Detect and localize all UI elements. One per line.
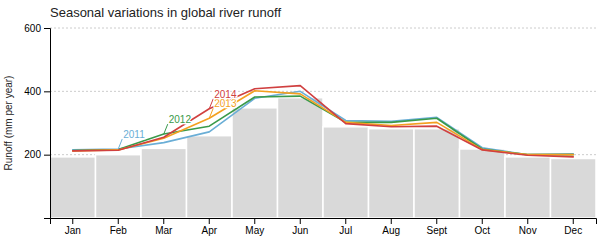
x-tick-mark bbox=[482, 218, 483, 224]
bars bbox=[50, 98, 596, 218]
marks bbox=[50, 86, 596, 218]
x-tick: Jul bbox=[339, 218, 352, 236]
x-tick-mark bbox=[72, 218, 73, 224]
x-tick: Jun bbox=[292, 218, 308, 236]
x-tick: Sept bbox=[426, 218, 447, 236]
x-tick-label: May bbox=[245, 225, 264, 236]
x-axis-line bbox=[51, 219, 597, 225]
annotation-line bbox=[118, 139, 122, 149]
x-tick: Mar bbox=[155, 218, 173, 236]
y-tick: 400 bbox=[24, 86, 50, 97]
line bbox=[73, 91, 574, 154]
x-tick: Nov bbox=[519, 218, 537, 236]
title: Seasonal variations in global river runo… bbox=[50, 5, 281, 20]
x-tick-mark bbox=[436, 218, 437, 224]
bar bbox=[232, 108, 278, 218]
x-tick-mark bbox=[118, 218, 119, 224]
annotation-line bbox=[209, 108, 213, 118]
x-tick: Apr bbox=[201, 218, 217, 236]
line bbox=[73, 86, 574, 157]
annotations: 2011 2012 20132014 bbox=[123, 89, 237, 140]
x-tick-label: Jun bbox=[292, 225, 308, 236]
bar bbox=[369, 129, 415, 218]
bar bbox=[187, 136, 233, 218]
annotation-line bbox=[164, 124, 168, 134]
x-tick-label: Feb bbox=[110, 225, 128, 236]
chart: Seasonal variations in global river runo… bbox=[0, 0, 610, 240]
x-tick-label: Jan bbox=[65, 225, 81, 236]
x-tick-mark bbox=[573, 218, 574, 224]
x-tick: Feb bbox=[110, 218, 128, 236]
y-tick-label: 200 bbox=[24, 149, 41, 160]
x-tick-label: Nov bbox=[519, 225, 537, 236]
annotation: 2011 bbox=[123, 129, 145, 140]
bar bbox=[460, 149, 506, 218]
y-tick-mark bbox=[44, 155, 50, 156]
x-tick-label: Aug bbox=[382, 225, 400, 236]
annotation: 2012 bbox=[169, 114, 192, 125]
x-tick-mark bbox=[300, 218, 301, 224]
x-tick-mark bbox=[254, 218, 255, 224]
y-tick: 200 bbox=[24, 149, 50, 160]
bar bbox=[50, 157, 96, 218]
grid-line bbox=[50, 28, 596, 29]
x-tick-label: Jul bbox=[339, 225, 352, 236]
x-tick: May bbox=[245, 218, 264, 236]
y-tick-mark bbox=[44, 91, 50, 92]
x-tick: Jan bbox=[65, 218, 81, 236]
line bbox=[73, 91, 574, 155]
x-tick-mark bbox=[527, 218, 528, 224]
x-tick-label: Mar bbox=[155, 225, 173, 236]
bar bbox=[278, 98, 324, 218]
bar bbox=[505, 157, 551, 218]
x-tick-mark bbox=[163, 218, 164, 224]
y-tick: 600 bbox=[24, 23, 50, 34]
x-tick-label: Dec bbox=[564, 225, 582, 236]
annotation: 2013 bbox=[214, 98, 237, 109]
annotation-line bbox=[209, 99, 213, 109]
x-tick-label: Oct bbox=[474, 225, 490, 236]
x-tick-mark bbox=[209, 218, 210, 224]
grid-line bbox=[50, 91, 596, 92]
bar bbox=[96, 155, 142, 218]
y-tick-label: 600 bbox=[24, 23, 41, 34]
x-tick: Dec bbox=[564, 218, 582, 236]
bar bbox=[414, 129, 460, 218]
y-axis: 200 400 600 bbox=[24, 23, 50, 219]
x-tick-mark bbox=[345, 218, 346, 224]
bar bbox=[323, 127, 369, 218]
y-axis-line bbox=[44, 29, 51, 219]
y-axis-title: Runoff (mm per year) bbox=[3, 76, 14, 171]
x-tick-label: Sept bbox=[426, 225, 447, 236]
x-tick-mark bbox=[391, 218, 392, 224]
annotation: 2014 bbox=[214, 89, 237, 100]
y-tick-label: 400 bbox=[24, 86, 41, 97]
bar bbox=[141, 148, 187, 218]
bar bbox=[551, 158, 597, 218]
x-tick-label: Apr bbox=[201, 225, 217, 236]
x-axis: Jan Feb Mar Apr May Jun Jul Aug Sept Oct Nov Dec bbox=[51, 218, 597, 236]
y-tick-mark bbox=[44, 28, 50, 29]
x-tick: Oct bbox=[474, 218, 490, 236]
x-tick: Aug bbox=[382, 218, 400, 236]
